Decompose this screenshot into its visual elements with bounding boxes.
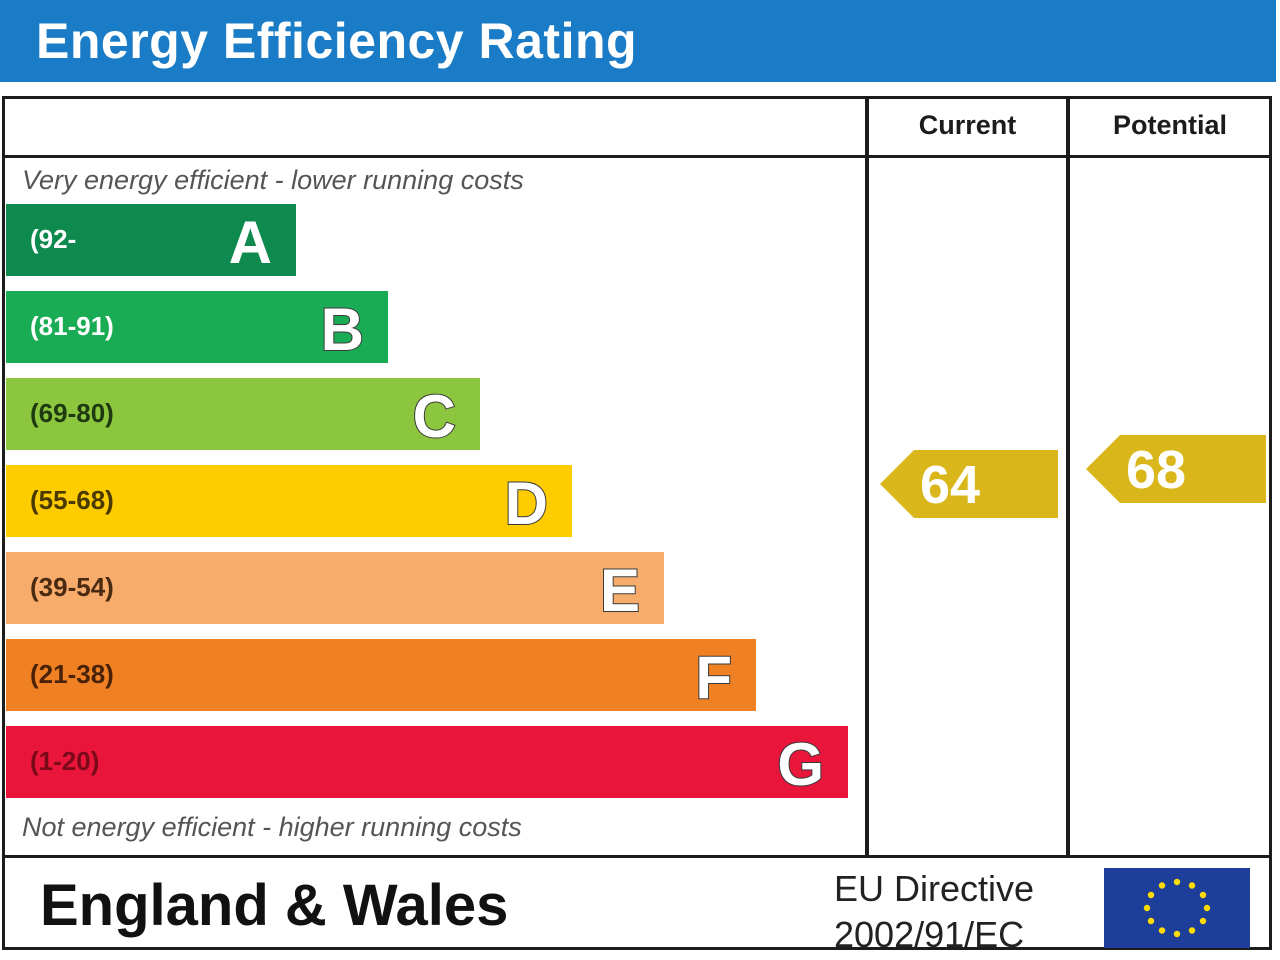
band-range-label: (81-91) [30,311,114,341]
band-range-label: (39-54) [30,572,114,602]
eu-star [1199,891,1207,899]
eu-star [1203,904,1211,912]
eu-star [1173,878,1181,886]
band-letter: D [504,469,549,538]
band-range-label: (92- [30,224,77,254]
eu-directive-text: EU Directive 2002/91/EC [834,866,1034,958]
band-range-label: (1-20) [30,746,100,776]
band-letter: A [228,209,272,276]
eu-star [1173,930,1181,938]
note-very-efficient: Very energy efficient - lower running co… [22,165,524,195]
potential-rating-arrow: 68 [1086,435,1266,503]
potential-rating-value: 68 [1126,440,1187,500]
rating-table [2,96,1272,950]
divider-footer-row [2,855,1272,858]
divider-header-row [2,155,1272,158]
page-title: Energy Efficiency Rating [36,13,638,69]
header-bar: Energy Efficiency Rating [0,0,1276,82]
eu-star [1143,904,1151,912]
band-b: (81-91) B [6,291,388,364]
band-letter: B [320,295,365,364]
current-rating-value: 64 [920,455,981,515]
band-g: (1-20) G [6,726,848,799]
divider-current-column [865,96,869,858]
eu-flag-stars [1143,878,1211,938]
band-letter: E [599,556,641,625]
band-letter: C [412,382,457,451]
eu-star [1147,891,1155,899]
eu-star [1188,927,1196,934]
band-f: (21-38) F [6,639,756,712]
eu-flag-icon [1104,868,1250,948]
band-range-label: (55-68) [30,485,114,515]
column-header-potential: Potential [1112,110,1227,140]
eu-star [1158,882,1166,889]
band-range-label: (21-38) [30,659,114,689]
eu-star [1147,917,1155,925]
divider-potential-column [1066,96,1070,858]
eu-directive-line1: EU Directive [834,868,1035,909]
column-header-current: Current [918,110,1017,140]
note-not-efficient: Not energy efficient - higher running co… [22,812,522,842]
potential-arrow-polygon [1086,435,1266,503]
current-rating-arrow: 64 [880,450,1058,518]
band-letter: F [694,643,733,712]
current-arrow-shape [880,450,1058,518]
eu-star [1188,882,1196,889]
band-c: (69-80) C [6,378,480,451]
band-range-label: (69-80) [30,398,114,428]
current-arrow-polygon [880,450,1058,518]
region-title: England & Wales [40,873,509,938]
eu-star [1158,927,1166,934]
band-a: (92- A [6,204,296,276]
potential-arrow-shape [1086,435,1266,503]
eu-star [1199,917,1207,925]
band-e: (39-54) E [6,552,664,625]
band-letter: G [776,730,825,799]
band-d: (55-68) D [6,465,572,538]
eu-directive-line2: 2002/91/EC [834,914,1025,955]
